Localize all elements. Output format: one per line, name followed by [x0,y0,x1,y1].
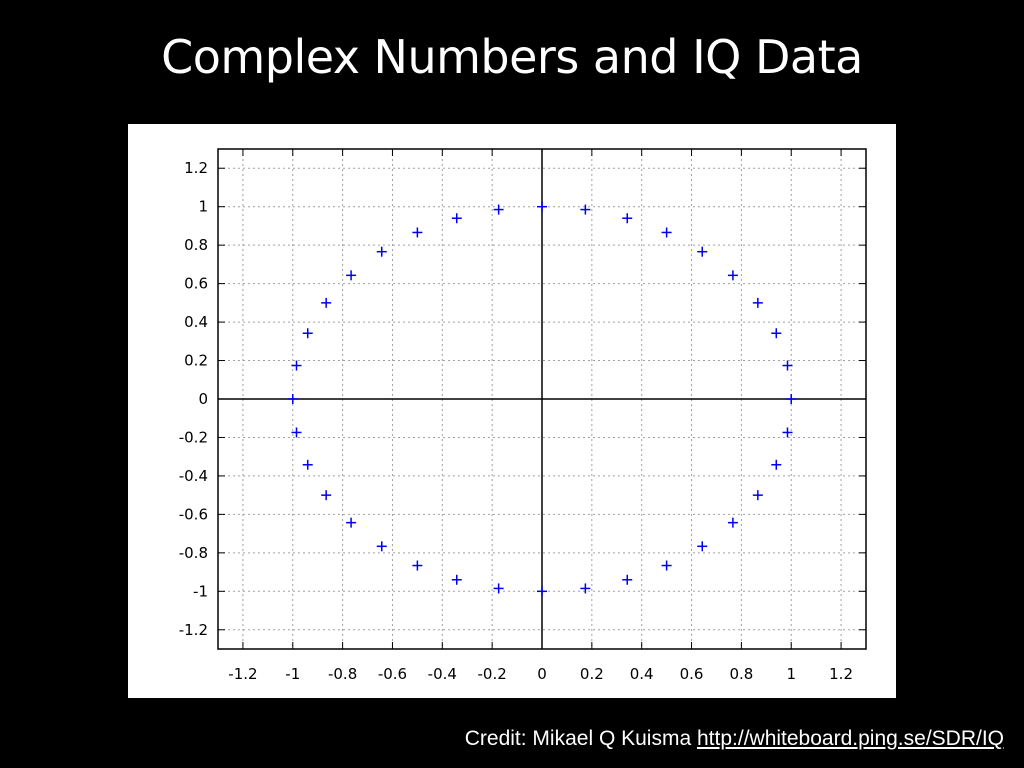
axis-layer [218,149,866,649]
data-point [782,427,793,438]
data-point [451,574,462,585]
data-point [786,394,797,404]
y-tick-label: -0.6 [179,505,208,523]
data-point [302,459,313,470]
plot-border [217,148,867,650]
data-point [752,297,763,308]
x-tick-label: 1 [786,665,796,683]
x-tick-label: 0.6 [680,665,704,683]
data-point [771,328,782,339]
data-point [346,517,357,528]
data-point [537,586,547,597]
data-point [661,227,672,238]
data-point [412,560,423,571]
y-tick-label: 1 [198,198,208,216]
y-tick-label: -0.4 [179,467,208,485]
y-tick-label: -1 [193,582,208,600]
x-tick-label: -0.2 [478,665,507,683]
data-point [493,583,504,594]
x-tick-label: 0.8 [729,665,753,683]
y-tick-label: 0.8 [184,236,208,254]
x-tick-label: -1.2 [228,665,257,683]
x-tick-label: -0.6 [378,665,407,683]
slide-title: Complex Numbers and IQ Data [161,30,863,84]
data-point [782,360,793,371]
data-point [376,246,387,257]
data-point [302,328,313,339]
y-tick-label: 0.4 [184,313,208,331]
data-point [771,459,782,470]
x-tick-label: 0.2 [580,665,604,683]
data-point [622,574,633,585]
x-tick-label: -0.8 [328,665,357,683]
data-point [661,560,672,571]
data-point [321,297,332,308]
credit-text: Credit: Mikael Q Kuisma [464,727,692,750]
data-point [412,227,423,238]
data-point [321,490,332,501]
data-point [580,583,591,594]
data-point [727,517,738,528]
data-point [493,204,504,215]
data-point [287,394,298,404]
credit-link[interactable]: http://whiteboard.ping.se/SDR/IQ [697,727,1004,750]
tick-layer: -1.2 -1 -0.8 -0.6 -0.4 -0.2 0 0.2 0.4 0.6 0.8 1 1.2 1… [179,149,866,683]
data-point [580,204,591,215]
data-point [291,427,302,438]
data-point [376,541,387,552]
iq-scatter-chart: -1.2 -1 -0.8 -0.6 -0.4 -0.2 0 0.2 0.4 0.6 0.8 1 1.2 1… [179,148,867,683]
y-tick-label: -0.8 [179,544,208,562]
y-tick-label: -1.2 [179,621,208,639]
chart-panel: -1.2 -1 -0.8 -0.6 -0.4 -0.2 0 0.2 0.4 0.6 0.8 1 1.2 1… [128,124,896,698]
data-point [451,213,462,224]
x-tick-label: 1.2 [829,665,853,683]
data-point [537,201,547,212]
y-tick-label: 1.2 [184,159,208,177]
data-point [752,490,763,501]
x-tick-label: -0.4 [428,665,457,683]
data-point [291,360,302,371]
x-tick-label: -1 [285,665,300,683]
x-tick-label: 0 [537,665,547,683]
y-tick-label: 0.6 [184,275,208,293]
y-tick-label: 0.2 [184,352,208,370]
data-point [697,541,708,552]
data-point [727,270,738,281]
data-point [697,246,708,257]
credit-line: Credit: Mikael Q Kuisma http://whiteboar… [465,727,1004,751]
data-point [346,270,357,281]
y-tick-label: 0 [198,390,208,408]
data-point [622,213,633,224]
y-tick-label: -0.2 [179,428,208,446]
x-tick-label: 0.4 [630,665,654,683]
point-layer [287,201,797,597]
